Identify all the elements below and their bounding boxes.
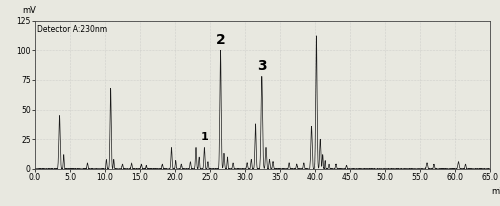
Text: mV: mV [22, 6, 36, 15]
Text: 2: 2 [216, 33, 226, 47]
Text: Detector A:230nm: Detector A:230nm [38, 25, 108, 34]
Text: 3: 3 [257, 59, 266, 73]
Text: 1: 1 [200, 132, 208, 142]
X-axis label: min: min [491, 187, 500, 196]
